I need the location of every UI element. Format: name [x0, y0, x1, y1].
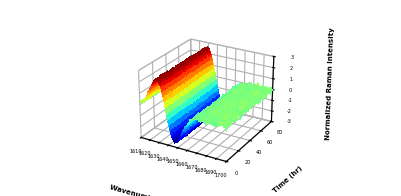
X-axis label: Wavenumber Shift (cm⁻¹): Wavenumber Shift (cm⁻¹) — [109, 183, 208, 196]
Y-axis label: Time (hr): Time (hr) — [272, 165, 304, 194]
